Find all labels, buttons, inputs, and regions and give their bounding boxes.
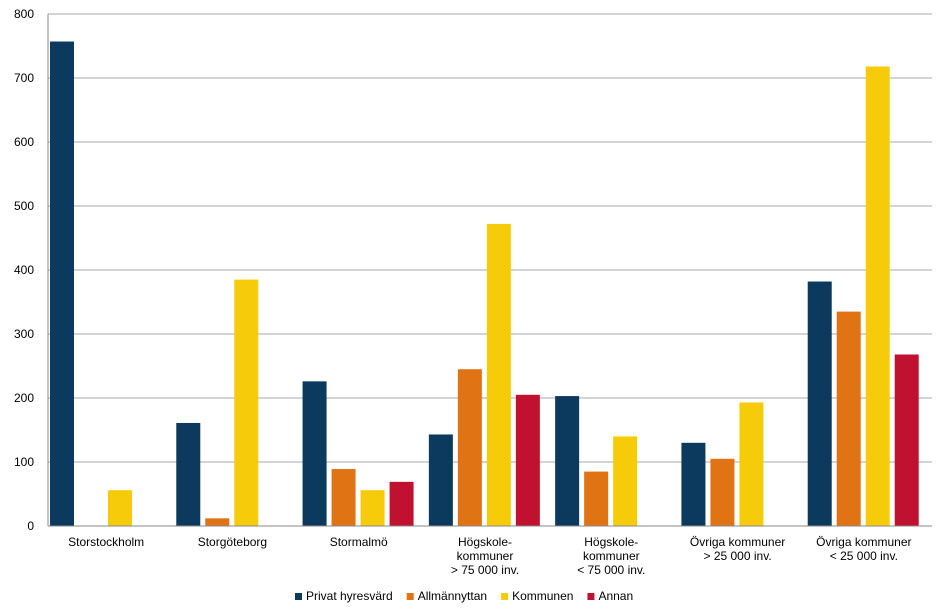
x-category-label: < 75 000 inv. bbox=[577, 563, 645, 577]
bars bbox=[50, 41, 919, 527]
bar-3-6 bbox=[894, 354, 919, 526]
bar-2-2 bbox=[360, 490, 385, 526]
legend-label: Kommunen bbox=[512, 589, 573, 603]
bar-0-4 bbox=[555, 396, 580, 526]
y-tick-label: 100 bbox=[14, 455, 34, 469]
bar-0-3 bbox=[428, 434, 453, 526]
bar-2-0 bbox=[108, 490, 132, 526]
y-tick-label: 400 bbox=[14, 263, 34, 277]
x-category-label: kommuner bbox=[583, 549, 640, 563]
bar-0-2 bbox=[302, 381, 327, 526]
legend: Privat hyresvärd Allmännyttan Kommunen Anna… bbox=[295, 589, 633, 603]
bar-2-6 bbox=[865, 66, 890, 526]
x-category-label: kommuner bbox=[457, 549, 514, 563]
x-category-label: > 25 000 inv. bbox=[703, 549, 771, 563]
y-tick-label: 200 bbox=[14, 391, 34, 405]
legend-swatch bbox=[501, 593, 509, 600]
bar-2-1 bbox=[234, 279, 259, 526]
bar-1-3 bbox=[457, 369, 482, 526]
bar-1-1 bbox=[205, 518, 230, 526]
bar-0-5 bbox=[681, 442, 706, 526]
legend-swatch bbox=[587, 593, 595, 600]
x-category-label: > 75 000 inv. bbox=[451, 563, 519, 577]
x-axis-labels: Storstockholm Storgöteborg Stormalmö Högsko… bbox=[68, 535, 911, 577]
axes bbox=[47, 14, 932, 527]
bar-2-3 bbox=[486, 223, 511, 527]
bar-0-1 bbox=[176, 422, 201, 526]
y-tick-label: 500 bbox=[14, 199, 34, 213]
bar-3-3 bbox=[515, 394, 540, 526]
x-category-label: Högskole- bbox=[584, 535, 638, 549]
bar-0-0 bbox=[50, 41, 74, 527]
x-category-label: Högskole- bbox=[458, 535, 512, 549]
legend-swatch bbox=[295, 593, 302, 600]
bar-3-2 bbox=[389, 481, 414, 526]
x-category-label: Stormalmö bbox=[330, 535, 388, 549]
x-category-label: Storgöteborg bbox=[198, 535, 267, 549]
y-tick-label: 600 bbox=[14, 135, 34, 149]
bar-1-5 bbox=[710, 458, 735, 526]
y-axis-ticks: 0 100 200 300 400 500 600 700 800 bbox=[14, 7, 34, 533]
y-tick-label: 0 bbox=[27, 519, 34, 533]
x-category-label: Övriga kommuner bbox=[690, 535, 785, 549]
bar-2-5 bbox=[739, 402, 764, 526]
legend-swatch bbox=[406, 593, 414, 600]
y-tick-label: 800 bbox=[14, 7, 34, 21]
x-category-label: Storstockholm bbox=[68, 535, 144, 549]
bar-1-4 bbox=[584, 471, 609, 526]
x-category-label: Övriga kommuner bbox=[816, 535, 911, 549]
legend-label: Annan bbox=[598, 589, 633, 603]
x-category-label: < 25 000 inv. bbox=[830, 549, 898, 563]
bar-2-4 bbox=[613, 436, 638, 526]
bar-1-6 bbox=[836, 311, 861, 526]
y-tick-label: 300 bbox=[14, 327, 34, 341]
bar-1-2 bbox=[331, 469, 356, 526]
legend-label: Allmännyttan bbox=[418, 589, 487, 603]
legend-label: Privat hyresvärd bbox=[306, 589, 393, 603]
bar-0-6 bbox=[807, 281, 832, 526]
y-tick-label: 700 bbox=[14, 71, 34, 85]
